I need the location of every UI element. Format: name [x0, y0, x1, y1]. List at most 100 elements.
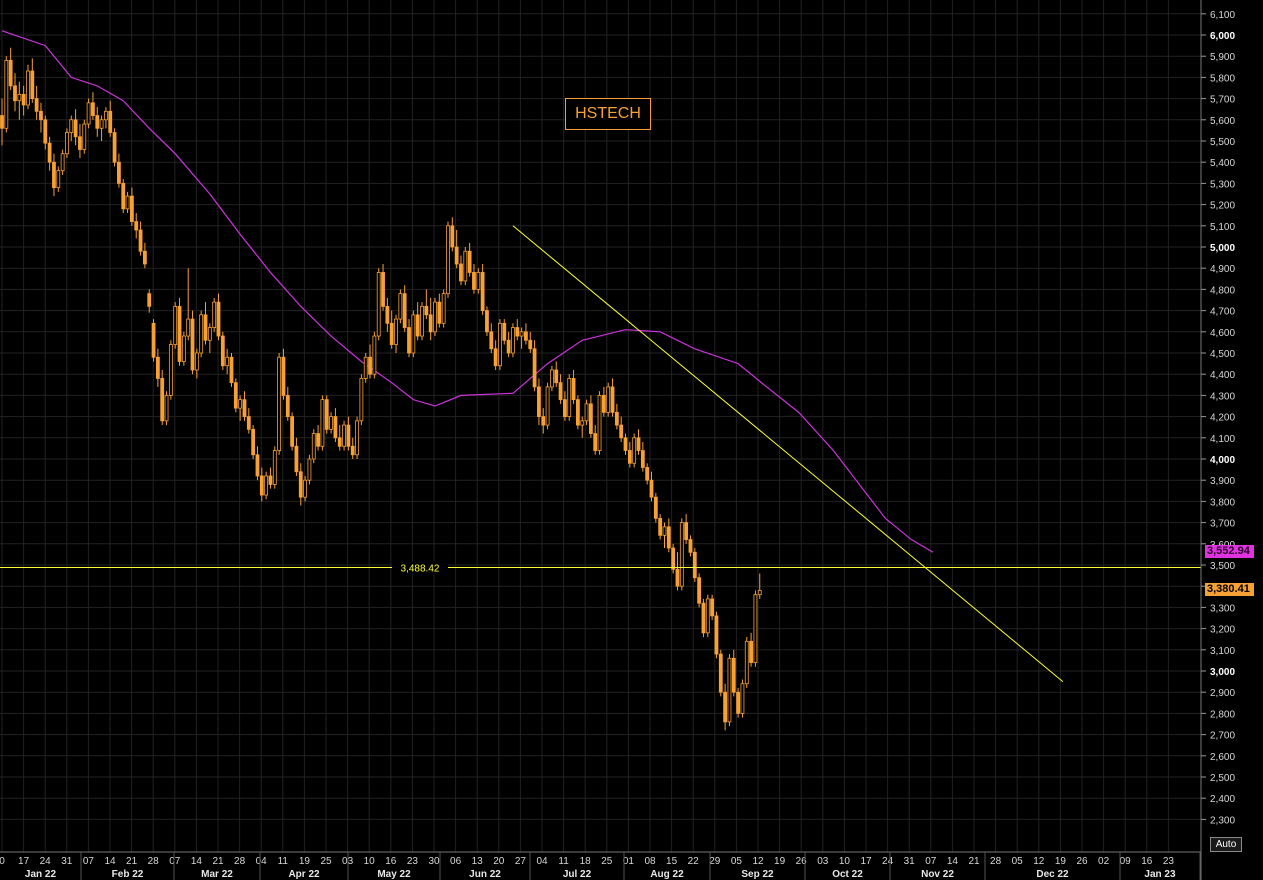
candle-body: [511, 327, 515, 354]
candle-body: [463, 250, 468, 282]
candle-body: [13, 85, 17, 102]
y-tick-label: 5,000: [1210, 243, 1235, 254]
candle-body: [411, 314, 416, 354]
candle-body: [56, 170, 61, 189]
candle-body: [441, 293, 446, 324]
candle-body: [342, 424, 346, 447]
x-tick-label: 24: [40, 856, 52, 867]
horizontal-line: 3,488.42: [0, 561, 1201, 574]
y-tick-label: 2,400: [1210, 794, 1235, 805]
candle-body: [480, 272, 485, 312]
candle-body: [558, 382, 563, 401]
candle-body: [679, 522, 684, 587]
candle-body: [450, 225, 455, 248]
candle-body: [714, 615, 719, 655]
candle-body: [619, 424, 624, 439]
candle-body: [207, 327, 212, 341]
candle-body: [610, 386, 615, 413]
y-tick-label: 3,800: [1210, 497, 1235, 508]
x-tick-label: 30: [428, 856, 440, 867]
x-tick-label: 28: [990, 856, 1002, 867]
candle-body: [82, 123, 87, 150]
x-tick-label: 04: [536, 856, 548, 867]
candle-body: [121, 182, 126, 210]
x-tick-label: 24: [882, 856, 894, 867]
y-axis[interactable]: 2,300 2,400 2,500 2,600 2,700 2,800 2,900 3,000…: [1200, 0, 1235, 880]
candle-body: [506, 339, 511, 354]
candle-body: [264, 475, 269, 496]
x-axis[interactable]: 0 17 24 31 07 14 21 28 07 14 21 28 04 11 19 25 03 10 16 23 3…: [0, 851, 1201, 880]
candle-body: [666, 526, 671, 549]
x-tick-label: 26: [796, 856, 808, 867]
x-tick-label: 03: [817, 856, 829, 867]
chart-title: HSTECH: [565, 98, 651, 130]
x-tick-label: 29: [709, 856, 721, 867]
candle-body: [368, 356, 372, 375]
candle-body: [593, 433, 598, 451]
candle-body: [225, 356, 230, 367]
candle-body: [649, 479, 654, 498]
x-tick-label: 0: [0, 856, 5, 867]
x-tick-label: 04: [256, 856, 268, 867]
x-tick-label: 25: [320, 856, 332, 867]
candle-body: [424, 305, 429, 316]
candle-body: [402, 293, 407, 328]
candle-body: [640, 450, 645, 468]
candle-body: [216, 301, 221, 337]
x-tick-label: 17: [860, 856, 872, 867]
y-tick-label: 5,600: [1210, 116, 1235, 127]
candle-body: [394, 318, 398, 345]
candle-body: [199, 314, 204, 354]
x-tick-label: 25: [601, 856, 613, 867]
candle-body: [91, 102, 95, 116]
y-tick-label: 4,900: [1210, 264, 1235, 275]
candle-body: [688, 539, 693, 553]
candle-body: [186, 318, 191, 337]
candle-body: [311, 433, 316, 460]
auto-scale-button[interactable]: Auto: [1210, 837, 1242, 852]
candle-body: [134, 221, 139, 231]
candle-body: [212, 301, 217, 328]
x-tick-label: 26: [1076, 856, 1088, 867]
y-tick-label: 4,200: [1210, 413, 1235, 424]
candle-body: [285, 394, 290, 417]
x-month-label: Jan 23: [1144, 869, 1176, 880]
x-tick-label: 12: [1033, 856, 1045, 867]
x-tick-label: 22: [688, 856, 700, 867]
candle-body: [307, 458, 312, 481]
x-tick-label: 19: [299, 856, 311, 867]
x-tick-label: 10: [364, 856, 376, 867]
candle-body: [86, 102, 91, 125]
x-tick-label: 31: [904, 856, 916, 867]
x-tick-label: 16: [1141, 856, 1153, 867]
candle-body: [684, 522, 689, 540]
x-month-label: Nov 22: [921, 869, 954, 880]
candle-body: [588, 403, 593, 434]
candle-body: [372, 335, 377, 375]
x-tick-label: 05: [731, 856, 743, 867]
candle-body: [376, 272, 381, 337]
candle-body: [155, 356, 160, 379]
x-tick-label: 08: [644, 856, 656, 867]
candle-body: [324, 399, 329, 430]
candle-body: [177, 305, 182, 362]
grid: [0, 0, 1200, 852]
x-tick-label: 18: [580, 856, 592, 867]
x-tick-label: 09: [1120, 856, 1132, 867]
candle-body: [251, 428, 256, 456]
candle-body: [47, 142, 52, 163]
candle-body: [472, 272, 476, 290]
candle-body: [692, 551, 697, 579]
candle-body: [567, 378, 572, 418]
y-tick-label: 4,100: [1210, 434, 1235, 445]
candle-body: [17, 93, 22, 102]
y-tick-label: 5,300: [1210, 179, 1235, 190]
y-tick-label: 5,800: [1210, 73, 1235, 84]
x-tick-label: 11: [278, 856, 289, 867]
candle-body: [632, 437, 637, 464]
candle-body: [281, 356, 286, 396]
x-month-label: Jul 22: [563, 869, 592, 880]
candle-body: [26, 70, 30, 106]
candle-body: [108, 110, 113, 133]
